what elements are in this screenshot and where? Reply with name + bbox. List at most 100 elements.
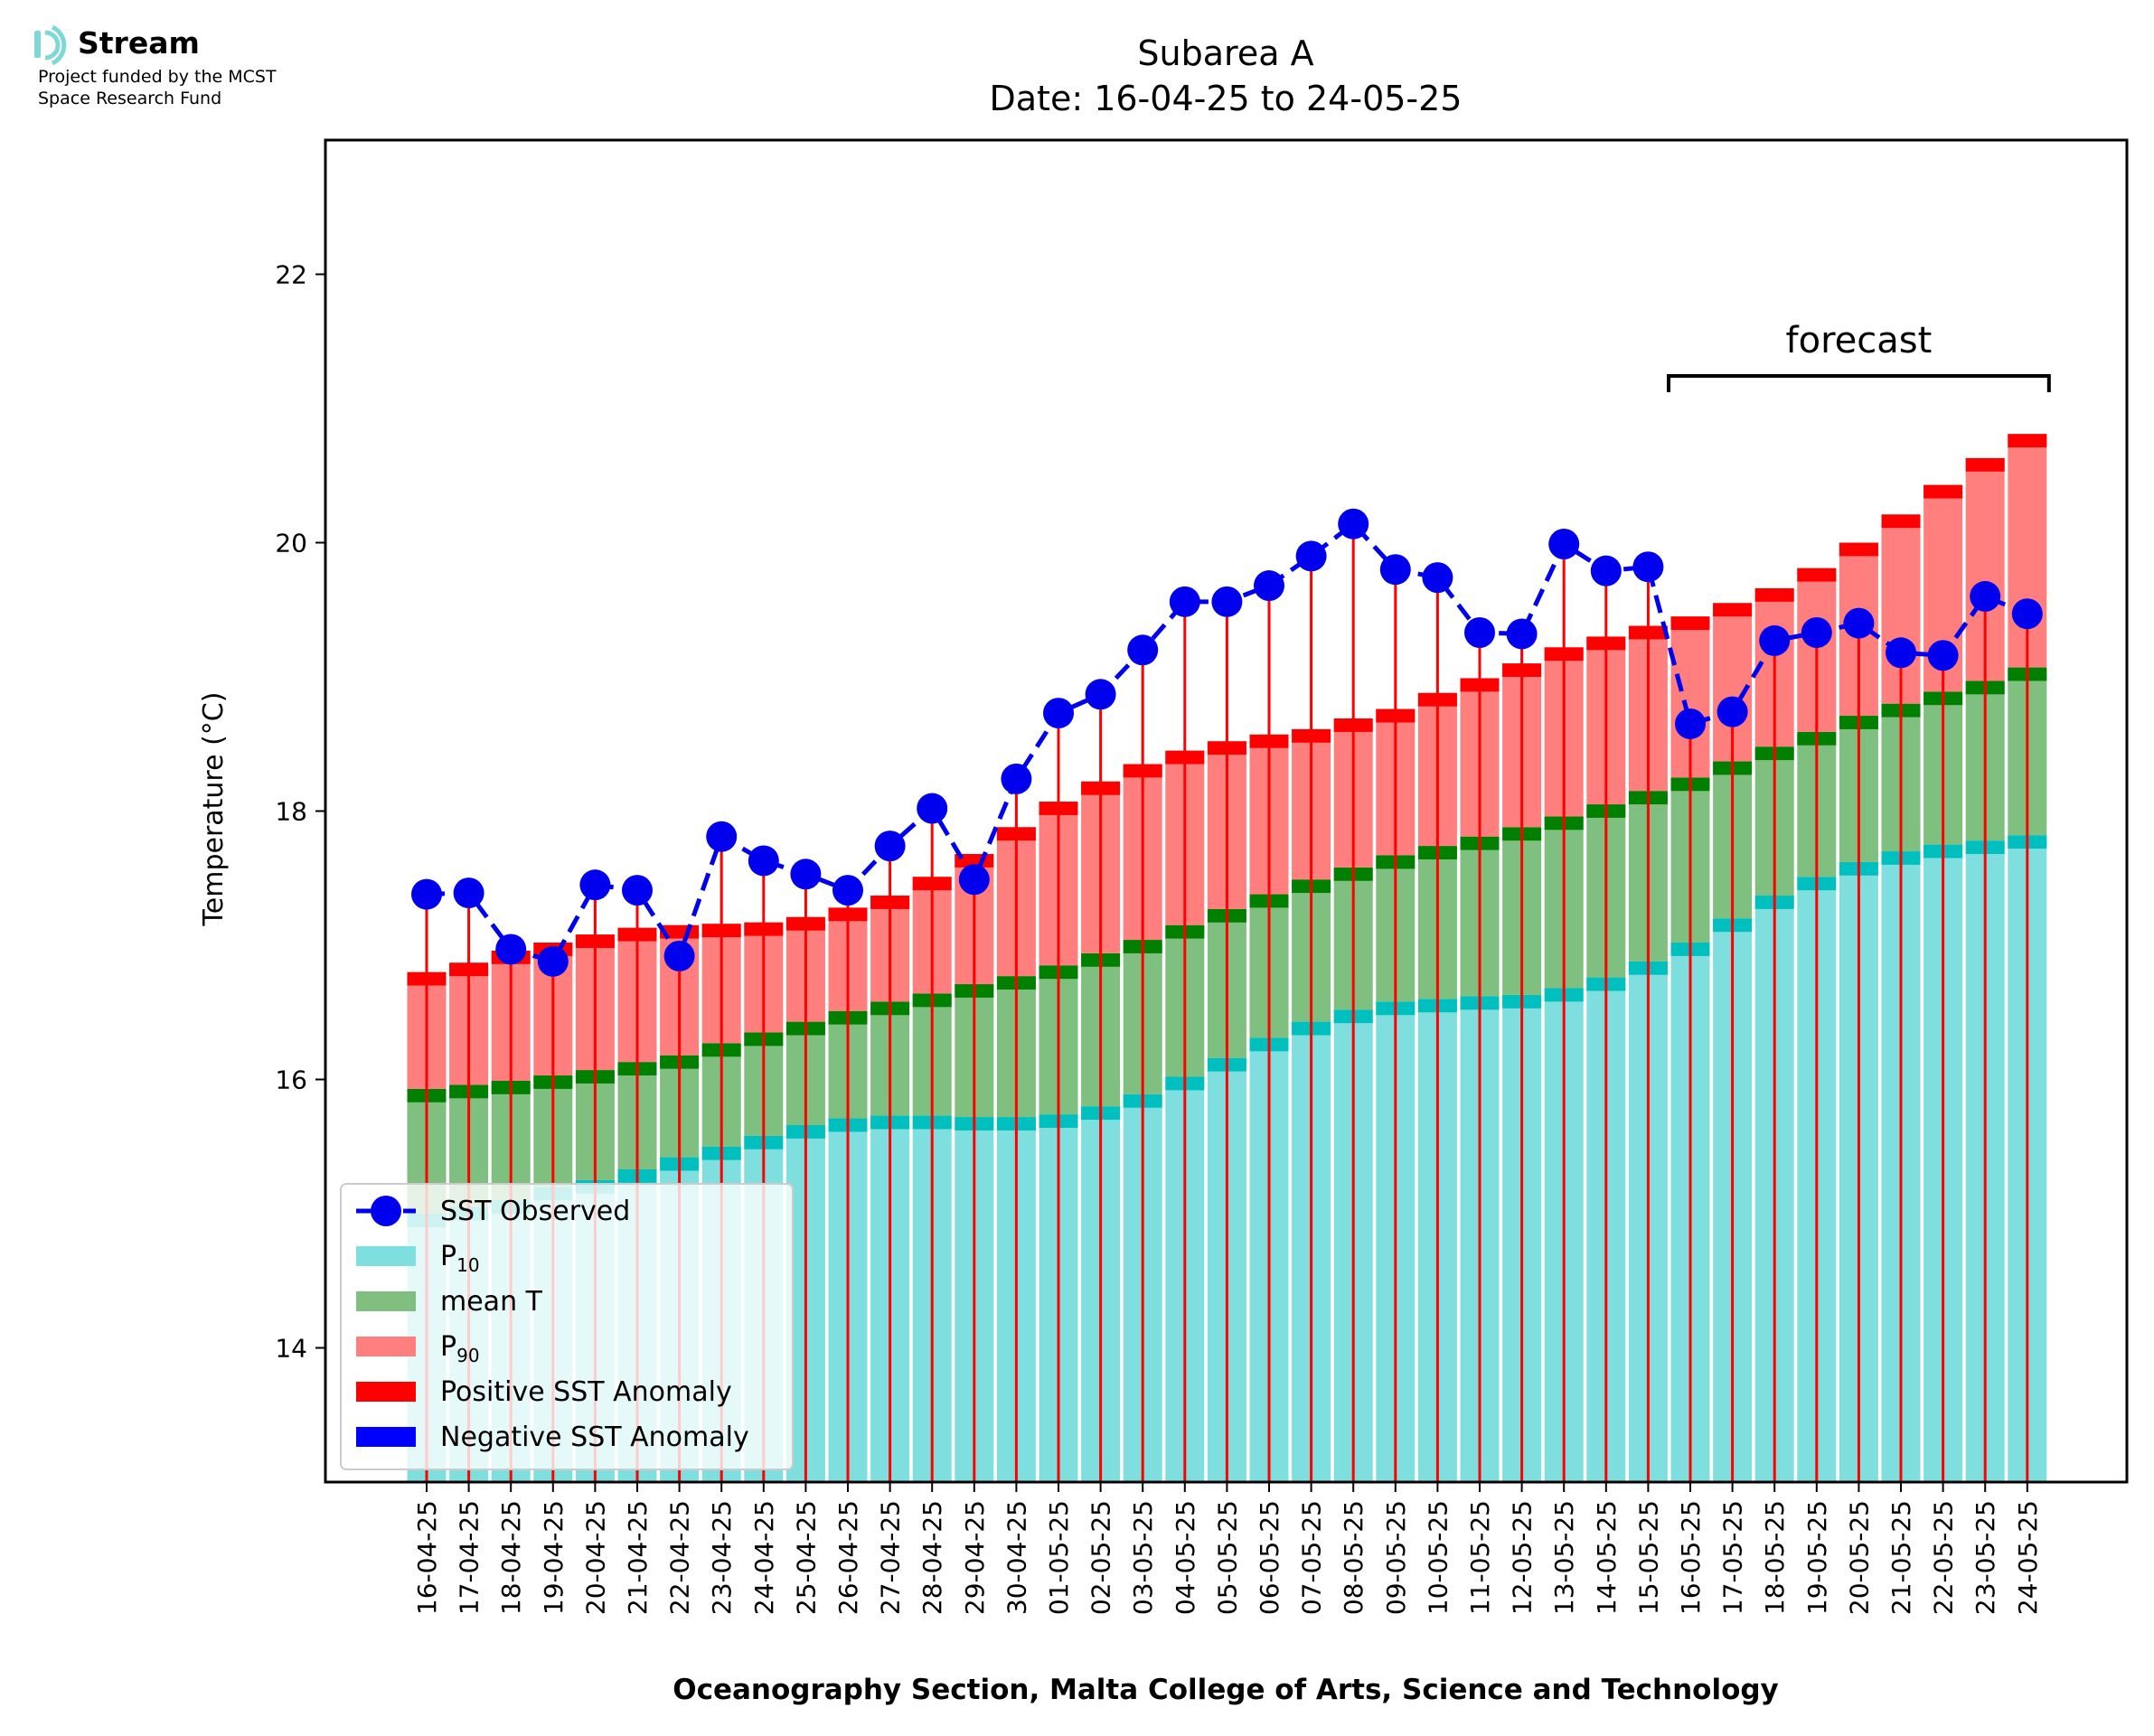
sst-observed-point	[1970, 580, 2001, 612]
sst-observed-point	[1295, 540, 1327, 572]
sst-observed-point	[917, 793, 948, 824]
x-axis: 16-04-25 17-04-25 18-04-25 19-04-25 20-04-25…	[412, 1482, 2043, 1615]
y-tick-label: 18	[275, 797, 307, 827]
p90-bar-cap	[1713, 603, 1753, 617]
legend-sst-observed-marker	[371, 1196, 401, 1226]
x-tick-label: 19-04-25	[539, 1500, 569, 1615]
legend-label: P90	[440, 1331, 480, 1366]
sst-observed-point	[1422, 562, 1453, 594]
sst-observed-point	[790, 859, 822, 890]
stream-waves-icon	[34, 24, 67, 66]
legend-swatch	[356, 1427, 416, 1447]
sst-observed-point	[1886, 637, 1916, 669]
sst-observed-point	[537, 945, 569, 977]
sst-observed-point	[1843, 607, 1875, 639]
x-tick-label: 20-05-25	[1844, 1500, 1874, 1615]
y-axis: 14 16 18 20 22	[275, 260, 325, 1364]
p90-bar-cap	[1965, 457, 2005, 472]
sst-observed-point	[1548, 528, 1580, 559]
x-tick-label: 30-04-25	[1002, 1500, 1031, 1615]
sst-observed-point	[1085, 679, 1116, 710]
y-axis-label: Temperature (°C)	[198, 692, 230, 927]
legend-swatch	[356, 1246, 416, 1266]
x-tick-label: 27-04-25	[876, 1500, 906, 1615]
sst-observed-point	[1590, 555, 1622, 586]
x-tick-label: 23-04-25	[707, 1500, 737, 1615]
stream-logo: Stream Project funded by the MCST Space …	[34, 23, 277, 108]
x-tick-label: 18-05-25	[1760, 1500, 1790, 1615]
sst-observed-point	[706, 821, 738, 852]
sst-observed-point	[1632, 551, 1664, 583]
legend-label: Positive SST Anomaly	[440, 1376, 732, 1408]
x-tick-label: 13-05-25	[1549, 1500, 1579, 1615]
sst-observed-point	[2011, 598, 2043, 630]
legend-label: Negative SST Anomaly	[440, 1422, 749, 1453]
forecast-bracket-line	[1667, 374, 2051, 392]
y-tick-label: 22	[275, 260, 307, 290]
sst-observed-point	[1379, 554, 1411, 586]
legend: SST Observed P10 mean T P90 Positive SST Ano…	[340, 1183, 794, 1470]
p90-bar-cap	[2008, 434, 2047, 448]
x-tick-label: 28-04-25	[917, 1500, 947, 1615]
sst-observed-point	[1127, 634, 1159, 666]
chart-title: Subarea A	[1137, 33, 1313, 73]
sst-observed-point	[1717, 696, 1748, 727]
x-tick-label: 16-05-25	[1676, 1500, 1706, 1615]
x-tick-label: 05-05-25	[1212, 1500, 1242, 1615]
sst-observed-point	[1506, 618, 1538, 650]
sst-observed-point	[1338, 508, 1369, 540]
legend-swatch	[356, 1382, 416, 1402]
p90-bar-cap	[1670, 616, 1710, 631]
sst-observed-point	[748, 845, 779, 877]
sst-observed-point	[453, 877, 484, 909]
x-tick-label: 08-05-25	[1339, 1500, 1369, 1615]
x-tick-label: 04-05-25	[1171, 1500, 1200, 1615]
p90-bar-cap	[1797, 568, 1837, 582]
x-tick-label: 17-04-25	[455, 1500, 484, 1615]
x-tick-label: 17-05-25	[1718, 1500, 1748, 1615]
sst-observed-point	[958, 864, 990, 896]
sst-observed-point	[1927, 640, 1959, 671]
legend-label: P10	[440, 1241, 480, 1276]
logo-funding-line-2: Space Research Fund	[38, 89, 222, 108]
x-tick-label: 21-04-25	[623, 1500, 653, 1615]
forecast-label: forecast	[1786, 320, 1933, 361]
legend-swatch	[356, 1337, 416, 1356]
p90-bar-cap	[1839, 542, 1878, 557]
x-tick-label: 11-05-25	[1465, 1500, 1495, 1615]
sst-observed-point	[1464, 616, 1495, 648]
y-tick-label: 16	[275, 1065, 307, 1095]
x-tick-label: 24-05-25	[2013, 1500, 2043, 1615]
x-tick-label: 18-04-25	[496, 1500, 526, 1615]
sst-observed-point	[663, 940, 695, 971]
x-tick-label: 07-05-25	[1297, 1500, 1327, 1615]
p90-bar-cap	[1924, 484, 1963, 499]
x-axis-label: Oceanography Section, Malta College of A…	[673, 1674, 1779, 1706]
x-tick-label: 19-05-25	[1802, 1500, 1832, 1615]
sst-observed-point	[1169, 586, 1200, 617]
sst-observed-point	[1801, 616, 1832, 648]
x-tick-label: 20-04-25	[580, 1500, 610, 1615]
logo-funding-line-1: Project funded by the MCST	[38, 67, 277, 87]
x-tick-label: 26-04-25	[833, 1500, 863, 1615]
x-tick-label: 06-05-25	[1255, 1500, 1284, 1615]
x-tick-label: 22-05-25	[1929, 1500, 1959, 1615]
sst-observed-point	[1759, 624, 1791, 656]
sst-observed-point	[1001, 763, 1032, 794]
forecast-bracket: forecast	[1667, 320, 2051, 392]
legend-box	[340, 1183, 794, 1470]
x-tick-label: 02-05-25	[1086, 1500, 1116, 1615]
x-tick-label: 14-05-25	[1592, 1500, 1622, 1615]
x-tick-label: 22-04-25	[665, 1500, 695, 1615]
x-tick-label: 29-04-25	[960, 1500, 990, 1615]
sst-observed-point	[1043, 698, 1074, 729]
sst-observed-point	[1211, 586, 1243, 617]
sst-observed-point	[622, 875, 653, 906]
x-tick-label: 15-05-25	[1633, 1500, 1663, 1615]
x-tick-label: 16-04-25	[412, 1500, 442, 1615]
x-tick-label: 23-05-25	[1971, 1500, 2000, 1615]
x-tick-label: 10-05-25	[1423, 1500, 1453, 1615]
sst-observed-point	[411, 878, 442, 910]
x-tick-label: 03-05-25	[1128, 1500, 1158, 1615]
